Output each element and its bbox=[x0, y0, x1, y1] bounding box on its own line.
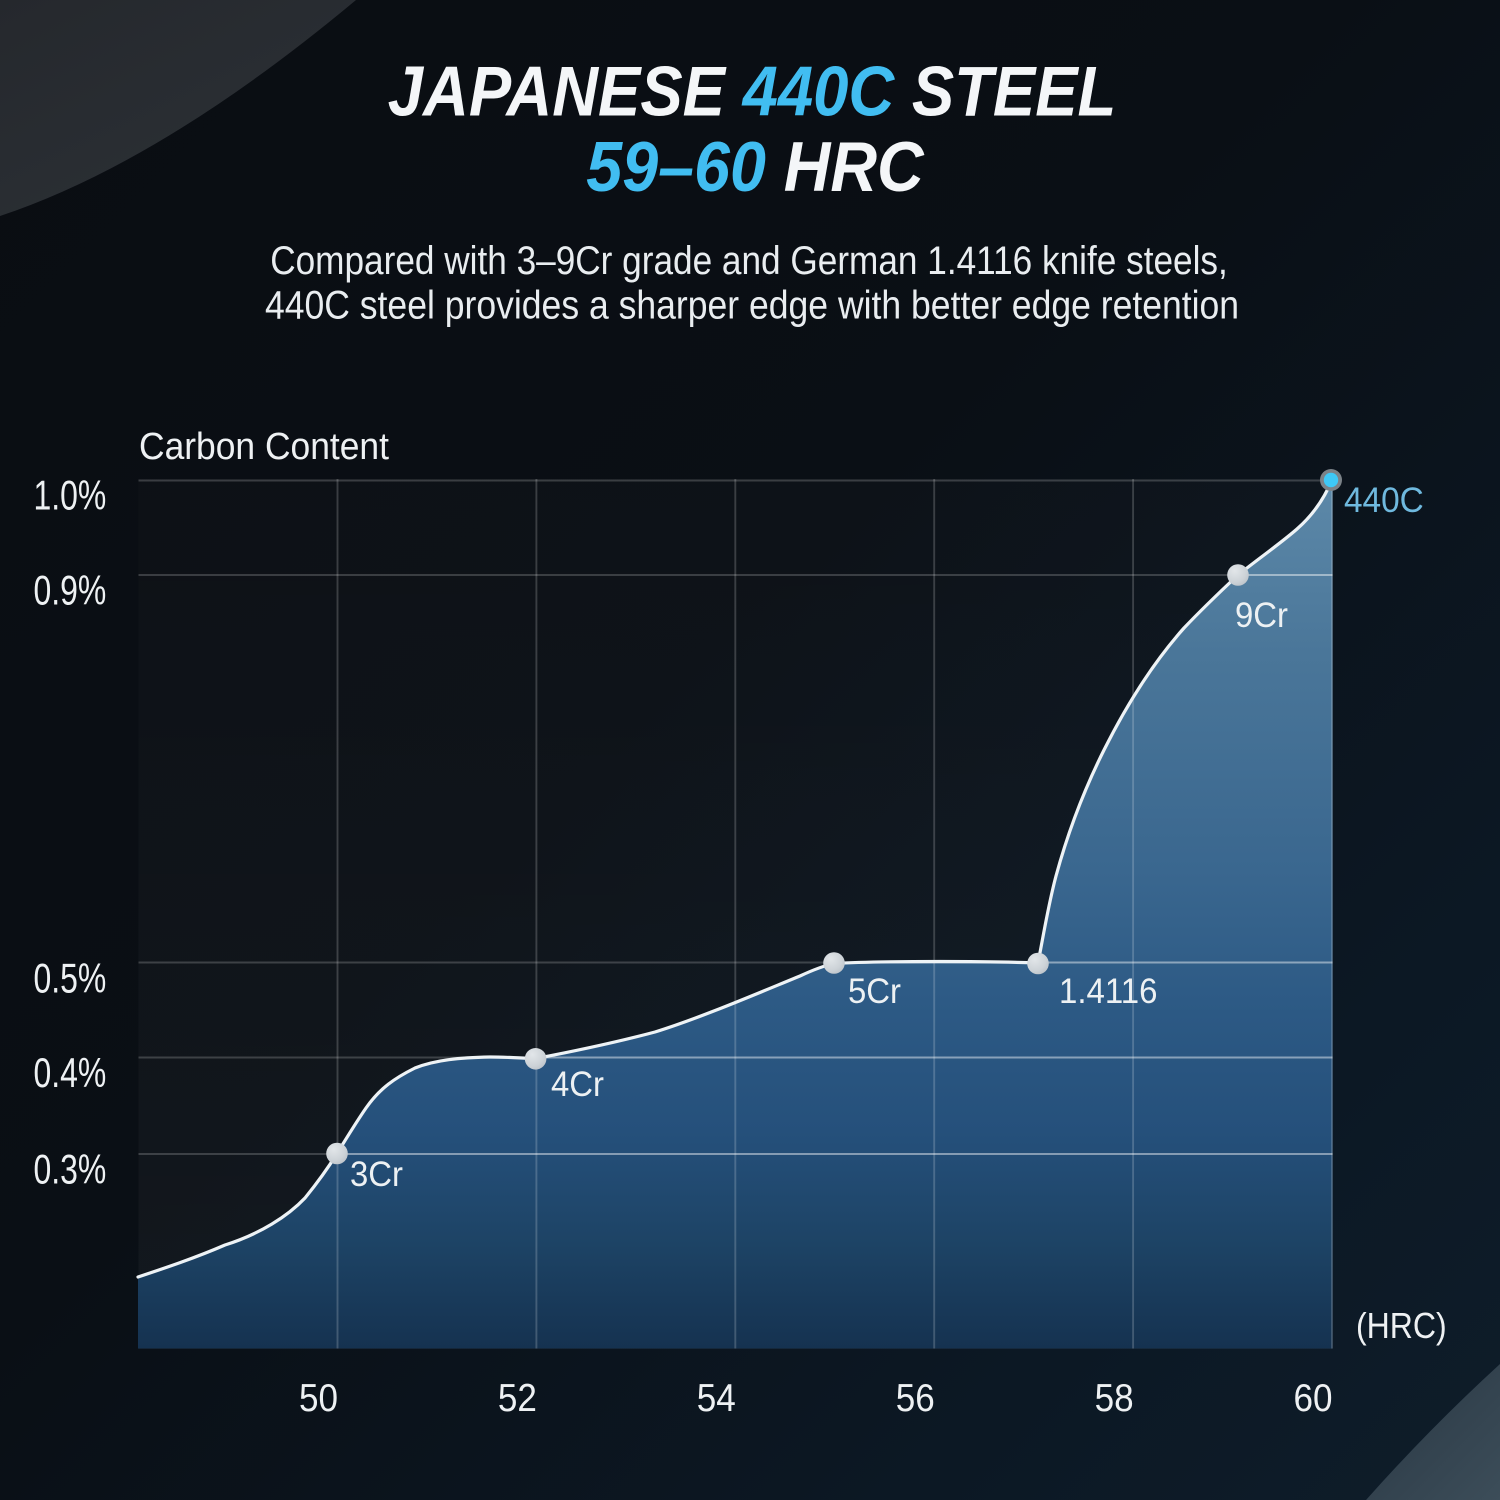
svg-text:56: 56 bbox=[896, 1377, 935, 1420]
svg-text:9Cr: 9Cr bbox=[1235, 596, 1288, 635]
svg-text:0.4%: 0.4% bbox=[34, 1049, 107, 1096]
svg-text:4Cr: 4Cr bbox=[551, 1065, 604, 1104]
svg-text:0.9%: 0.9% bbox=[34, 566, 107, 613]
svg-text:58: 58 bbox=[1095, 1377, 1134, 1420]
svg-text:JAPANESE 440C STEEL: JAPANESE 440C STEEL bbox=[388, 52, 1117, 131]
svg-text:(HRC): (HRC) bbox=[1356, 1306, 1447, 1346]
svg-text:Compared with 3–9Cr grade and: Compared with 3–9Cr grade and German 1.4… bbox=[270, 238, 1228, 283]
svg-text:1.4116: 1.4116 bbox=[1059, 972, 1157, 1011]
svg-text:1.0%: 1.0% bbox=[34, 471, 107, 518]
svg-text:50: 50 bbox=[299, 1377, 338, 1420]
svg-text:5Cr: 5Cr bbox=[848, 972, 901, 1011]
svg-text:59–60 HRC: 59–60 HRC bbox=[586, 128, 925, 206]
svg-text:60: 60 bbox=[1293, 1377, 1332, 1420]
svg-text:52: 52 bbox=[498, 1377, 537, 1420]
svg-text:3Cr: 3Cr bbox=[350, 1155, 403, 1194]
svg-text:54: 54 bbox=[697, 1377, 736, 1420]
svg-text:0.3%: 0.3% bbox=[34, 1145, 107, 1192]
svg-text:440C steel provides a sharper: 440C steel provides a sharper edge with … bbox=[265, 284, 1239, 328]
svg-text:Carbon Content: Carbon Content bbox=[139, 425, 389, 467]
svg-text:440C: 440C bbox=[1344, 481, 1424, 520]
svg-text:0.5%: 0.5% bbox=[34, 954, 107, 1001]
